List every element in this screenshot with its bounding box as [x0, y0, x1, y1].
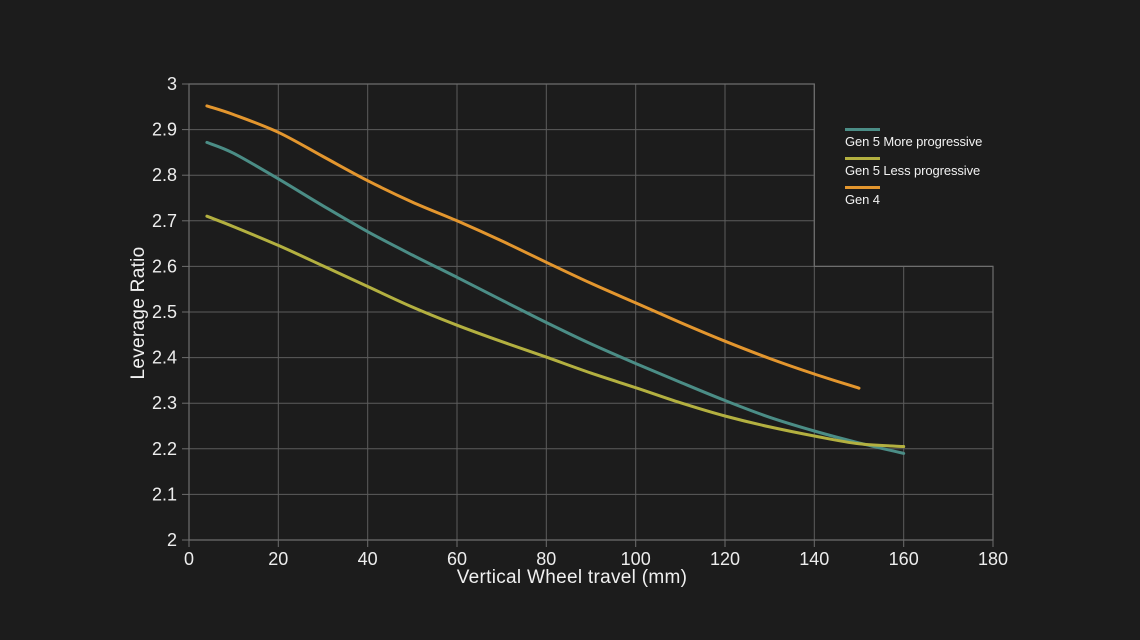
x-tick-label: 160 — [889, 549, 919, 569]
legend-label: Gen 5 More progressive — [845, 134, 983, 149]
legend-item-gen-5-less-progressive: Gen 5 Less progressive — [845, 157, 982, 178]
y-tick-label: 2.1 — [152, 484, 177, 504]
plot-area-border — [188, 83, 994, 541]
legend-swatch-gen-4 — [845, 186, 880, 189]
legend-item-gen-5-more-progressive: Gen 5 More progressive — [845, 128, 982, 149]
y-tick-label: 2.7 — [152, 211, 177, 231]
x-tick-label: 60 — [447, 549, 467, 569]
x-tick-label: 20 — [268, 549, 288, 569]
y-tick-label: 2 — [167, 530, 177, 550]
y-tick-label: 2.5 — [152, 302, 177, 322]
x-axis-title: Vertical Wheel travel (mm) — [456, 567, 688, 588]
y-tick-label: 2.6 — [152, 256, 177, 276]
x-tick-label: 100 — [621, 549, 651, 569]
legend-item-gen-4: Gen 4 — [845, 186, 982, 207]
series-line-gen-5-less-progressive — [205, 214, 906, 448]
legend-swatch-gen-5-more-progressive — [845, 128, 880, 131]
legend: Gen 5 More progressive Gen 5 Less progres… — [845, 128, 982, 215]
series-line-gen-5-more-progressive — [205, 140, 906, 455]
x-tick-label: 80 — [536, 549, 556, 569]
x-tick-label: 40 — [358, 549, 378, 569]
x-tick-label: 140 — [799, 549, 829, 569]
legend-swatch-gen-5-less-progressive — [845, 157, 880, 160]
legend-label: Gen 4 — [845, 192, 880, 207]
x-tick-label: 120 — [710, 549, 740, 569]
y-tick-label: 2.8 — [152, 165, 177, 185]
x-tick-label: 0 — [184, 549, 194, 569]
y-tick-label: 2.3 — [152, 393, 177, 413]
y-tick-label: 2.2 — [152, 439, 177, 459]
y-axis-title: Leverage Ratio — [128, 246, 149, 380]
y-tick-label: 2.4 — [152, 348, 177, 368]
y-tick-label: 3 — [167, 74, 177, 94]
x-tick-label: 180 — [978, 549, 1008, 569]
series-line-gen-4 — [205, 104, 861, 390]
y-tick-label: 2.9 — [152, 120, 177, 140]
legend-label: Gen 5 Less progressive — [845, 163, 981, 178]
